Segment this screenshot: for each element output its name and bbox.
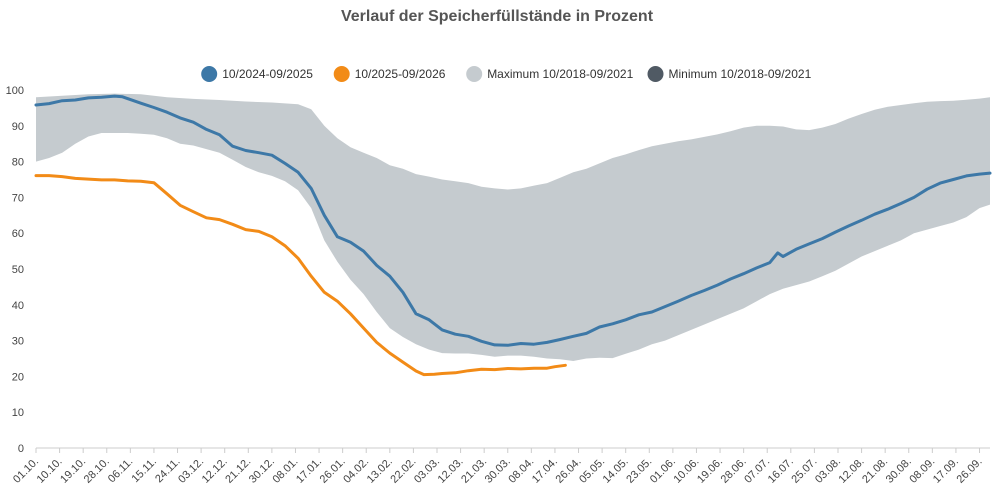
legend-marker [201,66,218,82]
x-tick-label: 23.05. [624,456,654,486]
x-tick-label: 04.02. [341,456,371,486]
y-tick-label: 0 [18,443,24,455]
x-tick-label: 12.03. [436,456,466,486]
x-tick-label: 30.12. [247,456,277,486]
x-tick-label: 03.08. [813,456,843,486]
x-tick-label: 26.01. [318,456,348,486]
x-tick-label: 19.10. [58,456,88,486]
x-tick-label: 21.08. [860,456,890,486]
legend-label: Minimum 10/2018-09/2021 [669,67,812,81]
legend-marker [647,66,664,82]
legend[interactable]: 10/2024-09/2025 10/2025-09/2026 Maximum 10… [201,66,812,82]
legend-item[interactable]: 10/2025-09/2026 [333,66,446,82]
x-tick-label: 06.11. [106,456,136,486]
x-tick-label: 08.09. [907,456,937,486]
legend-marker [466,66,483,82]
x-tick-label: 30.08. [884,456,914,486]
legend-marker [333,66,350,82]
x-tick-label: 22.02. [388,456,418,486]
legend-item[interactable]: Minimum 10/2018-09/2021 [647,66,812,82]
x-tick-label: 17.01. [294,456,324,486]
x-tick-label: 28.10. [82,456,112,486]
range-band-layer [36,93,990,361]
x-tick-label: 10.06. [671,456,701,486]
x-tick-label: 26.09. [955,456,985,486]
x-tick-label: 21.12. [223,456,253,486]
x-tick-label: 30.03. [483,456,513,486]
x-tick-label: 03.03. [412,456,442,486]
x-tick-label: 26.04. [554,456,584,486]
x-tick-label: 07.07. [742,456,772,486]
x-tick-label: 08.04. [506,456,536,486]
y-tick-label: 10 [12,407,24,419]
x-tick-label: 17.09. [931,456,961,486]
series-line-2 [34,174,567,377]
x-tick-label: 05.05. [577,456,607,486]
x-tick-label: 19.06. [695,456,725,486]
x-tick-label: 13.02. [365,456,395,486]
x-tick-label: 01.06. [648,456,678,486]
x-tick-label: 25.07. [789,456,819,486]
chart-title: Verlauf der Speicherfüllstände in Prozen… [340,8,654,25]
y-tick-label: 60 [12,228,24,240]
x-tick-label: 10.10. [35,456,65,486]
x-tick-label: 17.04. [530,456,560,486]
max-min-range-band [36,93,990,361]
legend-item[interactable]: Maximum 10/2018-09/2021 [466,66,634,82]
series-line-1 [34,94,992,347]
y-tick-label: 90 [12,121,24,133]
y-tick-label: 80 [12,157,24,169]
legend-label: 10/2025-09/2026 [355,67,446,81]
x-tick-label: 12.12. [200,456,230,486]
x-tick-label: 28.06. [719,456,749,486]
y-tick-label: 20 [12,371,24,383]
x-tick-label: 16.07. [766,456,796,486]
y-tick-label: 50 [12,264,24,276]
y-tick-label: 70 [12,192,24,204]
y-tick-label: 30 [12,336,24,348]
x-tick-label: 01.10. [11,456,41,486]
y-tick-label: 100 [6,85,24,97]
legend-item[interactable]: 10/2024-09/2025 [201,66,313,82]
x-tick-label: 08.01. [270,456,300,486]
y-tick-label: 40 [12,300,24,312]
x-tick-label: 15.11. [130,456,160,486]
x-tick-label: 14.05. [601,456,631,486]
x-tick-label: 12.08. [837,456,867,486]
x-tick-label: 03.12. [176,456,206,486]
series-line-layer [34,94,992,377]
x-tick-label: 21.03. [459,456,489,486]
legend-label: Maximum 10/2018-09/2021 [487,67,633,81]
legend-label: 10/2024-09/2025 [222,67,313,81]
